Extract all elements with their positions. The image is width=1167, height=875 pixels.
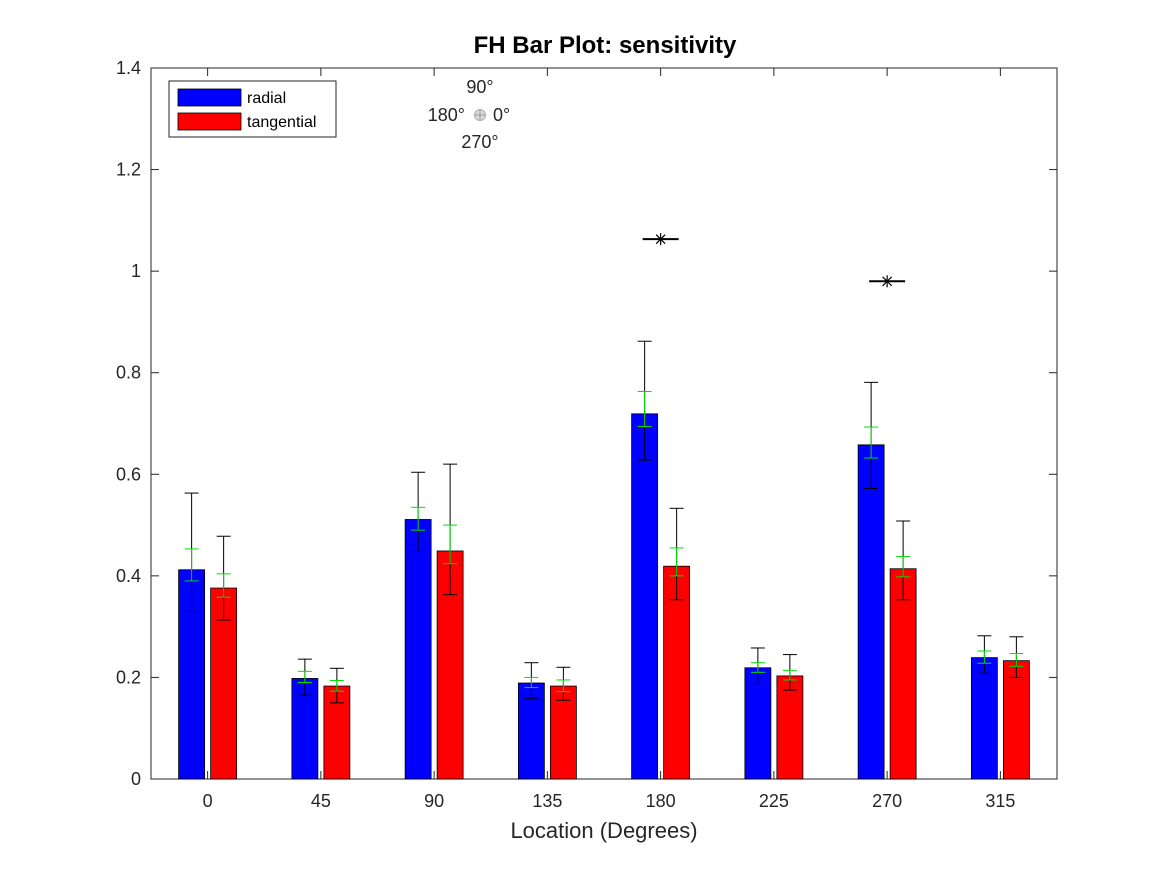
y-tick-label: 0.6	[116, 464, 141, 484]
x-tick-label: 225	[759, 791, 789, 811]
plot-area-border	[150, 67, 1058, 780]
x-tick-label: 180	[646, 791, 676, 811]
bar-radial	[404, 519, 432, 780]
legend-swatch-radial	[177, 88, 242, 107]
x-tick-label: 90	[424, 791, 444, 811]
x-tick-label: 135	[532, 791, 562, 811]
legend-label-radial: radial	[247, 90, 286, 107]
compass-left-label: 180°	[428, 105, 465, 125]
x-tick-label: 270	[872, 791, 902, 811]
significance-asterisk	[655, 234, 666, 245]
y-tick-label: 0	[131, 769, 141, 789]
y-tick-label: 1.2	[116, 160, 141, 180]
bar-radial	[857, 444, 885, 780]
y-tick-label: 1	[131, 261, 141, 281]
y-tick-label: 0.2	[116, 667, 141, 687]
significance-markers	[642, 233, 906, 288]
x-tick-label: 315	[985, 791, 1015, 811]
compass-crosshair-icon	[474, 109, 486, 121]
bar-tangential	[889, 568, 917, 780]
x-axis-label: Location (Degrees)	[510, 818, 697, 843]
bar-radial	[744, 667, 772, 780]
compass-bottom-label: 270°	[461, 132, 498, 152]
bar-tangential	[210, 587, 238, 780]
bar-radial	[631, 413, 659, 780]
bars	[178, 413, 1030, 780]
bar-tangential	[1002, 660, 1030, 780]
bar-radial	[970, 657, 998, 780]
y-tick-label: 1.4	[116, 58, 141, 78]
x-axis-ticks: 0 45 90 135 180 225 270 315	[203, 68, 1015, 811]
x-tick-label: 0	[203, 791, 213, 811]
y-tick-label: 0.4	[116, 566, 141, 586]
significance-asterisk	[882, 276, 893, 287]
bar-tangential	[323, 685, 351, 780]
error-bars	[184, 340, 1024, 704]
y-axis-ticks: 0 0.2 0.4 0.6 0.8 1 1.2 1.4	[116, 58, 1057, 789]
x-tick-label: 45	[311, 791, 331, 811]
legend: radial tangential	[168, 80, 337, 138]
compass-annotation: 90° 180° 0° 270°	[428, 77, 510, 152]
bar-tangential	[663, 565, 691, 780]
y-tick-label: 0.8	[116, 363, 141, 383]
compass-top-label: 90°	[466, 77, 493, 97]
legend-label-tangential: tangential	[247, 114, 316, 131]
legend-swatch-tangential	[177, 112, 242, 131]
axes-frame	[150, 67, 1058, 780]
bar-tangential	[776, 675, 804, 780]
compass-right-label: 0°	[493, 105, 510, 125]
chart-title: FH Bar Plot: sensitivity	[474, 32, 737, 59]
bar-tangential	[549, 685, 577, 780]
